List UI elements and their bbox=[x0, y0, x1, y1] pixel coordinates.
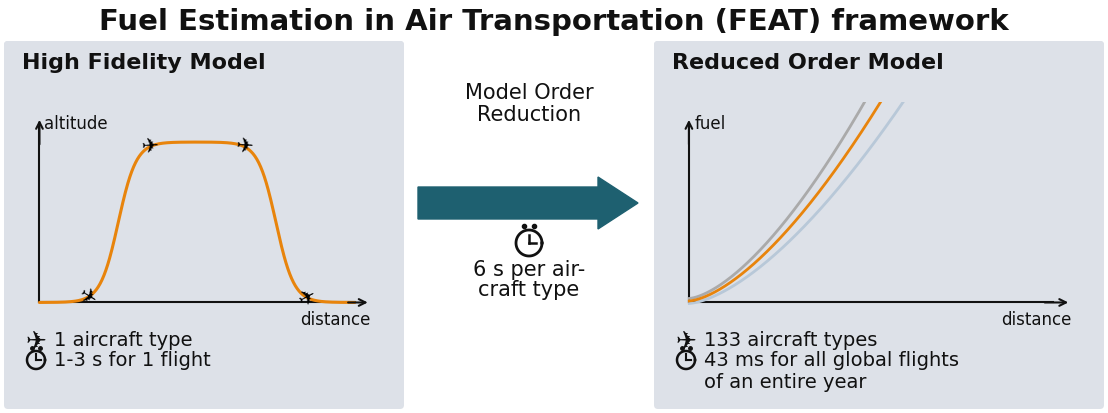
Text: High Fidelity Model: High Fidelity Model bbox=[22, 53, 266, 73]
Text: 1 aircraft type: 1 aircraft type bbox=[54, 331, 193, 350]
Text: distance: distance bbox=[300, 311, 370, 330]
Text: Reduction: Reduction bbox=[476, 105, 581, 125]
Text: 43 ms for all global flights: 43 ms for all global flights bbox=[704, 351, 960, 370]
Text: craft type: craft type bbox=[479, 280, 579, 300]
FancyBboxPatch shape bbox=[4, 41, 404, 409]
Text: ✈: ✈ bbox=[295, 285, 320, 311]
Text: ✈: ✈ bbox=[676, 330, 697, 354]
Text: fuel: fuel bbox=[695, 114, 726, 133]
Text: distance: distance bbox=[1001, 311, 1071, 330]
Text: Model Order: Model Order bbox=[464, 83, 593, 103]
Text: Fuel Estimation in Air Transportation (FEAT) framework: Fuel Estimation in Air Transportation (F… bbox=[99, 8, 1009, 36]
Text: 6 s per air-: 6 s per air- bbox=[473, 260, 585, 280]
Text: altitude: altitude bbox=[44, 114, 107, 133]
Text: ✈: ✈ bbox=[235, 136, 254, 157]
FancyBboxPatch shape bbox=[654, 41, 1104, 409]
Text: of an entire year: of an entire year bbox=[704, 373, 866, 392]
FancyBboxPatch shape bbox=[654, 41, 1104, 91]
Text: 133 aircraft types: 133 aircraft types bbox=[704, 331, 878, 350]
Text: ✈: ✈ bbox=[74, 285, 100, 311]
FancyArrow shape bbox=[418, 177, 638, 229]
Text: 1-3 s for 1 flight: 1-3 s for 1 flight bbox=[54, 351, 211, 370]
Text: Reduced Order Model: Reduced Order Model bbox=[671, 53, 944, 73]
Text: ✈: ✈ bbox=[141, 136, 160, 157]
Text: ✈: ✈ bbox=[25, 330, 47, 354]
FancyBboxPatch shape bbox=[4, 41, 404, 91]
